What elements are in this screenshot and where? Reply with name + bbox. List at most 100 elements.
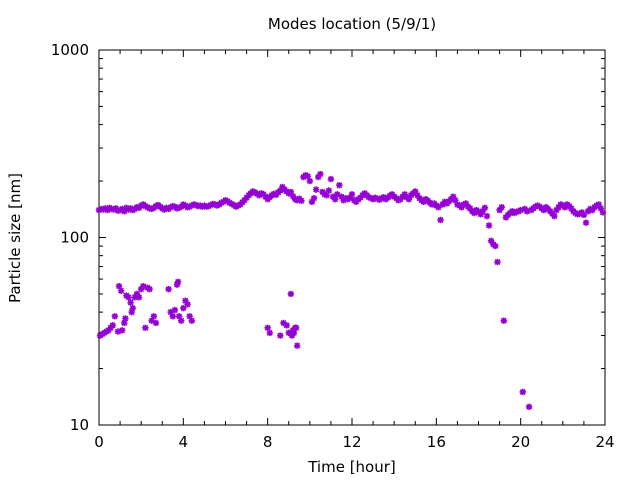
data-point bbox=[152, 319, 160, 327]
data-point bbox=[249, 188, 257, 195]
data-point bbox=[118, 327, 126, 334]
data-point bbox=[180, 304, 187, 312]
data-point bbox=[479, 208, 486, 215]
x-axis-title: Time [hour] bbox=[307, 458, 396, 476]
data-point bbox=[165, 285, 172, 293]
data-point bbox=[523, 208, 531, 215]
data-point bbox=[437, 216, 444, 224]
y-tick-label: 1000 bbox=[51, 41, 89, 59]
data-point bbox=[327, 175, 335, 183]
data-point bbox=[114, 328, 122, 335]
data-point bbox=[264, 324, 271, 331]
data-point bbox=[561, 204, 569, 211]
data-point bbox=[551, 212, 558, 220]
data-point bbox=[285, 329, 292, 337]
data-point bbox=[135, 294, 143, 301]
data-point bbox=[127, 299, 134, 306]
x-tick-label: 4 bbox=[179, 433, 189, 451]
data-point bbox=[178, 317, 185, 324]
data-point bbox=[290, 329, 298, 337]
data-point bbox=[140, 282, 147, 290]
data-point bbox=[167, 308, 174, 316]
data-point bbox=[129, 304, 136, 312]
data-point bbox=[412, 188, 419, 195]
data-point bbox=[317, 170, 324, 178]
data-point bbox=[599, 209, 607, 216]
data-point bbox=[128, 308, 135, 316]
data-point bbox=[277, 187, 284, 194]
data-point bbox=[304, 173, 311, 180]
data-point bbox=[481, 204, 489, 212]
data-point bbox=[568, 205, 575, 212]
data-point bbox=[580, 211, 588, 219]
chart-title: Modes location (5/9/1) bbox=[268, 15, 436, 33]
data-point bbox=[348, 191, 356, 198]
data-point bbox=[336, 182, 343, 189]
plot-border bbox=[98, 49, 606, 426]
data-points bbox=[95, 170, 607, 411]
data-point bbox=[258, 190, 265, 197]
x-tick-label: 24 bbox=[595, 433, 614, 451]
data-point bbox=[308, 198, 316, 206]
data-point bbox=[137, 285, 145, 293]
data-point bbox=[150, 313, 158, 320]
data-point bbox=[492, 242, 499, 250]
y-tick-label: 10 bbox=[70, 416, 89, 434]
data-point bbox=[485, 222, 493, 229]
data-point bbox=[287, 188, 295, 196]
data-point bbox=[122, 315, 129, 322]
data-point bbox=[142, 324, 149, 331]
data-point bbox=[182, 297, 189, 304]
data-point bbox=[597, 205, 604, 212]
data-point bbox=[435, 204, 442, 211]
data-point bbox=[169, 313, 176, 320]
axis-ticks bbox=[98, 49, 606, 426]
data-point bbox=[477, 211, 484, 218]
data-point bbox=[306, 177, 314, 185]
data-point bbox=[338, 193, 345, 200]
data-point bbox=[315, 173, 322, 181]
data-point bbox=[471, 209, 478, 217]
x-tick-label: 12 bbox=[342, 433, 361, 451]
x-tick-label: 8 bbox=[263, 433, 273, 451]
data-point bbox=[553, 206, 560, 214]
data-point bbox=[346, 194, 354, 201]
data-point bbox=[401, 191, 408, 198]
data-point bbox=[595, 201, 602, 208]
data-point bbox=[450, 193, 457, 200]
data-point bbox=[111, 313, 119, 320]
data-point bbox=[525, 403, 533, 411]
data-point bbox=[117, 287, 125, 294]
data-point bbox=[133, 290, 141, 298]
data-point bbox=[148, 317, 155, 324]
data-point bbox=[289, 193, 297, 200]
data-point bbox=[414, 192, 421, 199]
data-point bbox=[405, 196, 413, 203]
data-point bbox=[321, 191, 328, 198]
data-point bbox=[115, 282, 123, 290]
data-point bbox=[287, 290, 295, 298]
data-point bbox=[494, 258, 501, 266]
y-tick-label: 100 bbox=[60, 229, 89, 247]
data-point bbox=[496, 206, 503, 214]
data-point bbox=[323, 192, 330, 199]
data-point bbox=[186, 313, 193, 320]
data-point bbox=[283, 322, 290, 329]
data-point bbox=[331, 196, 339, 203]
data-point bbox=[310, 195, 318, 202]
data-point bbox=[121, 208, 128, 215]
data-point bbox=[483, 212, 491, 220]
x-tick-labels: 0 4 8 12 16 20 24 bbox=[94, 433, 614, 451]
data-point bbox=[582, 219, 590, 226]
data-point bbox=[466, 205, 474, 212]
data-point bbox=[312, 186, 320, 193]
data-point bbox=[334, 191, 341, 198]
data-point bbox=[184, 301, 191, 308]
data-point bbox=[298, 197, 305, 204]
y-axis-title: Particle size [nm] bbox=[6, 173, 24, 303]
data-point bbox=[277, 332, 284, 339]
data-point bbox=[555, 204, 562, 211]
data-point bbox=[462, 200, 470, 207]
x-tick-label: 0 bbox=[94, 433, 104, 451]
data-point bbox=[292, 324, 300, 331]
